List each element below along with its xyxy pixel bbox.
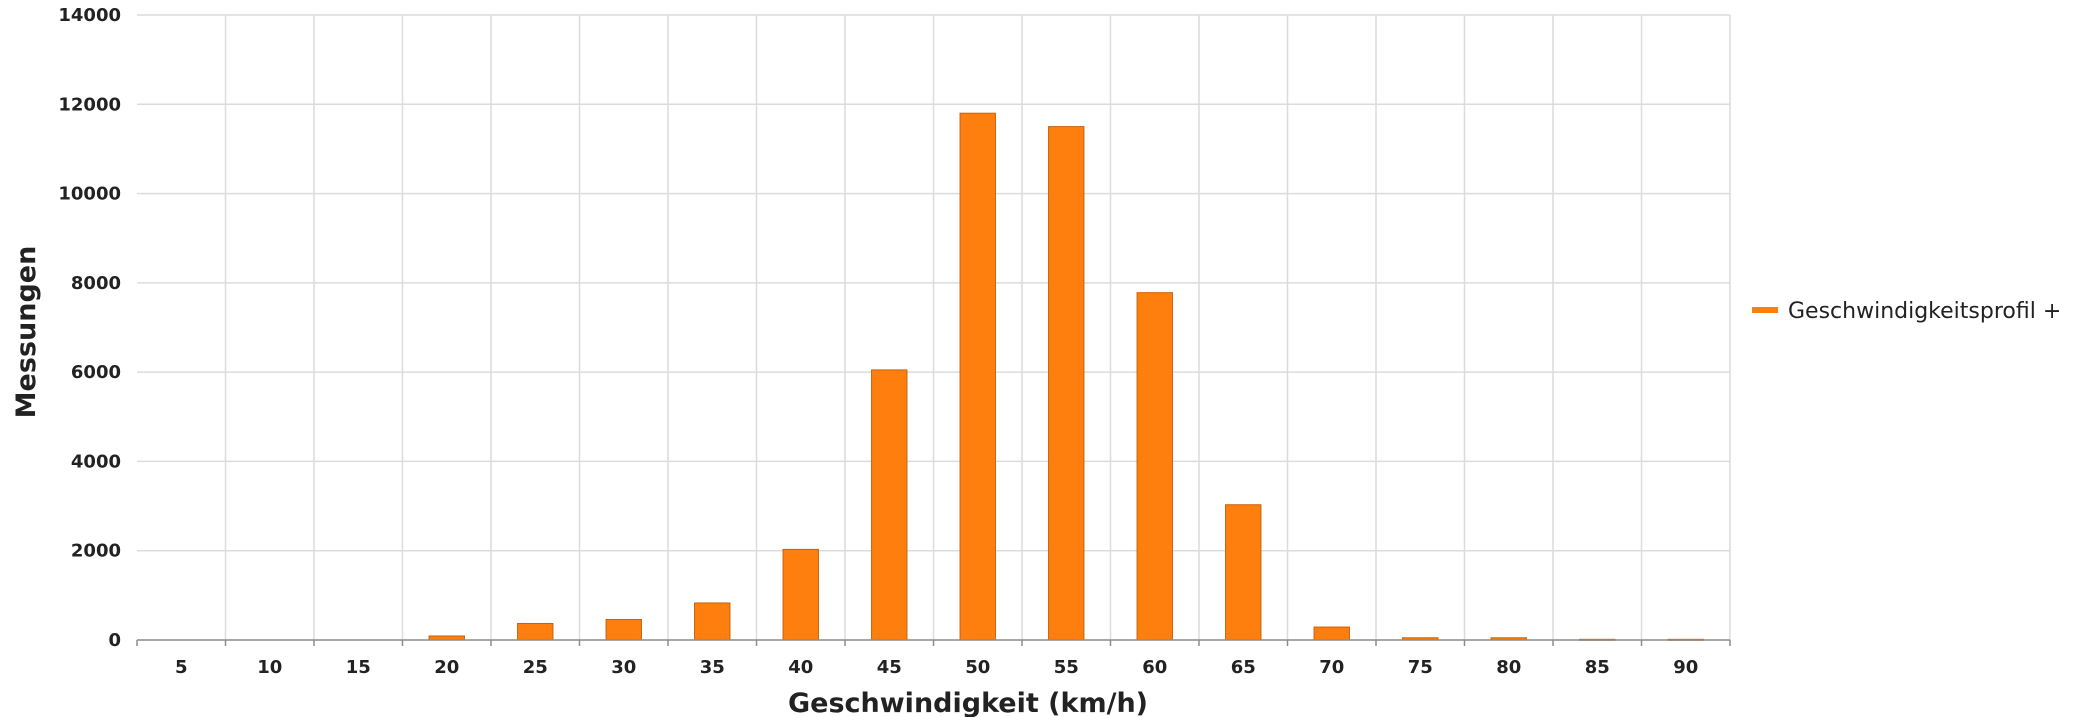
bar-50 (959, 112, 996, 641)
bar-30 (605, 618, 642, 641)
x-tick-label: 45 (877, 657, 902, 678)
y-tick-label: 14000 (58, 5, 121, 26)
tick-labels: 0 2000 4000 6000 8000 10000 12000 14000 5 10 15 20 2… (58, 5, 1698, 678)
y-tick-label: 0 (108, 630, 121, 651)
y-tick-label: 10000 (58, 184, 121, 205)
y-tick-label: 12000 (58, 94, 121, 115)
x-tick-label: 70 (1319, 657, 1344, 678)
x-tick-label: 90 (1673, 657, 1698, 678)
x-tick-label: 40 (788, 657, 813, 678)
grid (137, 14, 1731, 640)
x-tick-label: 75 (1408, 657, 1433, 678)
x-tick-label: 20 (434, 657, 459, 678)
legend-swatch (1752, 307, 1778, 313)
legend: Geschwindigkeitsprofil + (1752, 299, 2061, 324)
x-tick-label: 80 (1496, 657, 1521, 678)
x-tick-label: 60 (1142, 657, 1167, 678)
bar-65 (1225, 504, 1262, 641)
x-tick-label: 65 (1231, 657, 1256, 678)
y-axis-title: Messungen (11, 246, 42, 419)
x-tick-label: 15 (346, 657, 371, 678)
bar-35 (694, 602, 731, 641)
x-tick-label: 55 (1054, 657, 1079, 678)
y-tick-label: 4000 (71, 451, 121, 472)
bar-60 (1136, 292, 1173, 641)
legend-label: Geschwindigkeitsprofil + (1788, 299, 2061, 324)
x-tick-label: 10 (257, 657, 282, 678)
x-tick-label: 30 (611, 657, 636, 678)
bar-45 (871, 369, 908, 641)
y-tick-label: 8000 (71, 273, 121, 294)
bars (428, 112, 1704, 641)
x-axis-title: Geschwindigkeit (km/h) (788, 688, 1148, 717)
x-tick-label: 35 (700, 657, 725, 678)
x-tick-label: 85 (1585, 657, 1610, 678)
x-tick-label: 25 (523, 657, 548, 678)
y-tick-label: 6000 (71, 362, 121, 383)
axes (136, 639, 1731, 646)
bar-40 (782, 548, 819, 641)
y-tick-label: 2000 (71, 541, 121, 562)
x-tick-label: 50 (965, 657, 990, 678)
bar-55 (1048, 126, 1085, 641)
bar-70 (1313, 626, 1350, 641)
bar-25 (517, 622, 554, 641)
x-tick-label: 5 (175, 657, 188, 678)
